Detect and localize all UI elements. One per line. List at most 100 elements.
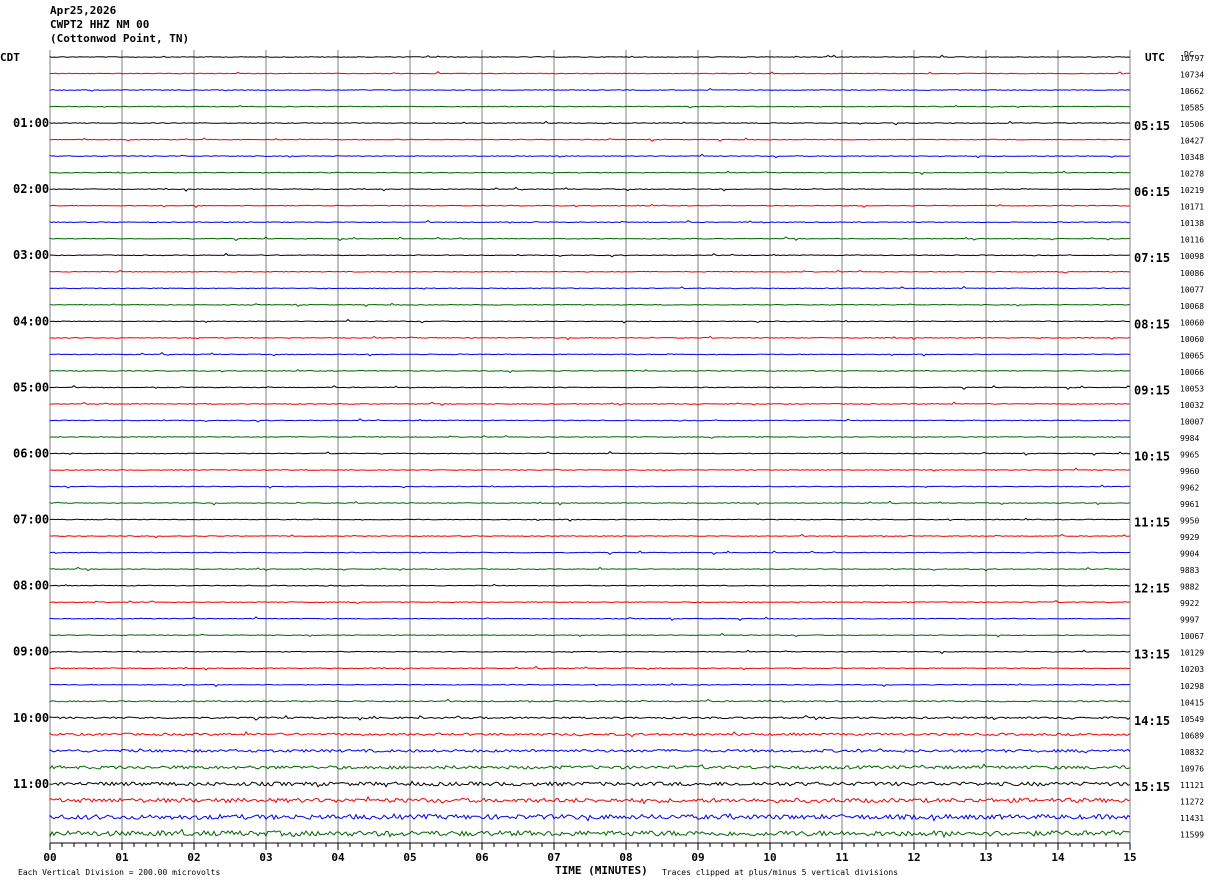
trace-line	[49, 467, 1131, 472]
cdt-time-label: 07:00	[13, 513, 49, 527]
cdt-time-label: 11:00	[13, 777, 49, 791]
dc-offset-label: 10065	[1180, 351, 1204, 360]
trace-line	[49, 698, 1131, 703]
trace-line	[49, 104, 1131, 109]
dc-offset-label: 10549	[1180, 715, 1204, 724]
dc-offset-label: 10171	[1180, 203, 1204, 212]
trace-line	[49, 632, 1131, 638]
dc-offset-label: 10797	[1180, 54, 1204, 63]
utc-time-label: 08:15	[1134, 317, 1170, 331]
dc-offset-label: 10278	[1180, 170, 1204, 179]
x-tick-label: 02	[187, 851, 200, 864]
x-tick-label: 09	[691, 851, 704, 864]
dc-offset-label: 9922	[1180, 599, 1199, 608]
dc-offset-label: 10060	[1180, 335, 1204, 344]
trace-line	[49, 812, 1131, 822]
trace-line	[49, 583, 1130, 587]
x-tick-label: 01	[115, 851, 129, 864]
trace-line	[49, 120, 1131, 126]
axis-labels: 00 01 02 03 04 05 06 07 08 09 10 11 12 13 14 15 10797 107…	[0, 50, 1204, 877]
x-tick-label: 12	[907, 851, 920, 864]
utc-time-label: 05:15	[1134, 119, 1170, 133]
dc-offset-label: 10138	[1180, 219, 1204, 228]
cdt-time-label: 02:00	[13, 182, 49, 196]
trace-line	[49, 451, 1131, 456]
x-tick-label: 00	[43, 851, 56, 864]
dc-offset-label: 9950	[1180, 517, 1199, 526]
cdt-time-label: 09:00	[13, 645, 49, 659]
dc-offset-label: 10427	[1180, 137, 1204, 146]
minute-grid	[49, 50, 1131, 850]
trace-line	[49, 780, 1131, 788]
cdt-time-label: 04:00	[13, 314, 49, 328]
dc-offset-label: 11121	[1180, 781, 1204, 790]
dc-offset-label: 10060	[1180, 318, 1204, 327]
trace-line	[49, 418, 1131, 423]
chart-date: Apr25,2026	[50, 4, 117, 17]
utc-time-label: 13:15	[1134, 648, 1170, 662]
dc-offset-label: 9960	[1180, 467, 1199, 476]
dc-offset-label: 9997	[1180, 616, 1199, 625]
trace-line	[49, 533, 1131, 539]
utc-time-label: 07:15	[1134, 251, 1170, 265]
trace-line	[49, 714, 1131, 721]
dc-offset-label: 10067	[1180, 632, 1204, 641]
trace-line	[49, 682, 1131, 688]
dc-offset-label: 10976	[1180, 764, 1204, 773]
trace-line	[49, 153, 1131, 159]
dc-offset-label: 10832	[1180, 748, 1204, 757]
cdt-time-label: 05:00	[13, 380, 49, 394]
trace-line	[49, 252, 1131, 258]
x-tick-label: 15	[1123, 851, 1136, 864]
x-tick-label: 05	[403, 851, 416, 864]
utc-axis-label: UTC	[1145, 51, 1165, 64]
x-tick-label: 14	[1051, 851, 1065, 864]
trace-line	[49, 795, 1131, 805]
dc-offset-label: 9929	[1180, 533, 1199, 542]
dc-offset-label: 10116	[1180, 236, 1204, 245]
trace-line	[50, 71, 1130, 75]
trace-line	[49, 616, 1131, 621]
dc-offset-label: 9882	[1180, 583, 1199, 592]
dc-offset-label: 10098	[1180, 252, 1204, 261]
trace-line	[49, 401, 1130, 407]
dc-offset-label: 9904	[1180, 550, 1199, 559]
vertical-division-note: Each Vertical Division = 200.00 microvol…	[18, 868, 220, 877]
trace-line	[49, 517, 1131, 522]
dc-offset-label: 10219	[1180, 186, 1204, 195]
station-code: CWPT2 HHZ NM 00	[50, 18, 150, 31]
dc-offset-label: 10415	[1180, 698, 1204, 707]
x-tick-label: 07	[547, 851, 560, 864]
trace-line	[49, 435, 1131, 439]
dc-offset-label: 10506	[1180, 120, 1204, 129]
trace-line	[49, 335, 1131, 341]
dc-offset-label: 10066	[1180, 368, 1204, 377]
clipping-note: Traces clipped at plus/minus 5 vertical …	[662, 868, 898, 877]
cdt-time-label: 03:00	[13, 248, 49, 262]
x-tick-label: 11	[835, 851, 849, 864]
cdt-time-label: 10:00	[13, 711, 49, 725]
trace-line	[49, 500, 1131, 506]
trace-line	[49, 748, 1131, 754]
trace-line	[49, 649, 1131, 655]
dc-offset-label: 10203	[1180, 665, 1204, 674]
utc-time-label: 10:15	[1134, 449, 1170, 463]
x-tick-label: 10	[763, 851, 776, 864]
trace-line	[49, 599, 1131, 604]
x-tick-label: 06	[475, 851, 489, 864]
cdt-axis-label: CDT	[0, 51, 20, 64]
dc-offset-label: 9883	[1180, 566, 1199, 575]
station-location: (Cottonwod Point, TN)	[50, 32, 190, 45]
utc-time-label: 12:15	[1134, 582, 1170, 596]
dc-offset-label: 11431	[1180, 814, 1204, 823]
dc-offset-label: 9984	[1180, 434, 1199, 443]
dc-offset-label: 11272	[1180, 797, 1204, 806]
trace-line	[49, 351, 1131, 357]
dc-offset-label: 9961	[1180, 500, 1199, 509]
cdt-time-label: 01:00	[13, 116, 49, 130]
x-tick-label: 03	[259, 851, 272, 864]
trace-line	[49, 550, 1131, 556]
x-tick-label: 13	[979, 851, 992, 864]
trace-line	[49, 318, 1131, 324]
